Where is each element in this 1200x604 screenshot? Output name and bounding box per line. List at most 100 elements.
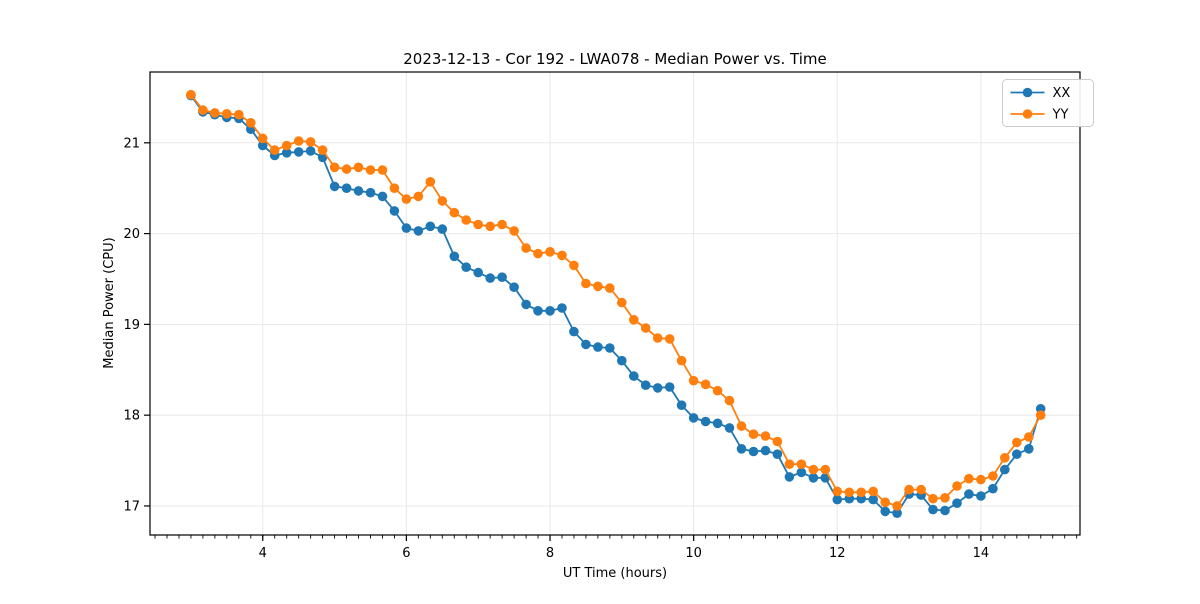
data-point-XX [605, 343, 615, 353]
data-point-XX [700, 416, 711, 427]
data-point-XX [688, 413, 699, 423]
data-point-XX [772, 449, 783, 460]
x-tick-label: 8 [546, 546, 554, 561]
data-point-YY [832, 486, 843, 497]
data-point-YY [521, 243, 531, 253]
data-point-YY [676, 355, 687, 366]
data-point-XX [952, 498, 962, 509]
data-point-YY [772, 436, 783, 447]
x-tick-label: 4 [259, 546, 267, 561]
legend-label-XX: XX [1053, 86, 1071, 101]
data-point-YY [533, 248, 543, 259]
data-point-YY [269, 145, 280, 155]
data-point-YY [796, 459, 807, 470]
y-tick-label: 21 [123, 136, 140, 151]
axis-tick-labels: 4 6 8 10 12 14 17 18 19 20 21 [123, 136, 989, 561]
data-point-XX [425, 221, 436, 232]
data-point-YY [449, 207, 460, 218]
data-point-YY [712, 385, 723, 396]
data-point-YY [509, 226, 519, 236]
grid [150, 72, 1080, 535]
data-point-YY [964, 473, 974, 484]
data-point-XX [389, 206, 400, 216]
data-point-YY [904, 484, 914, 495]
data-point-XX [449, 251, 460, 262]
data-point-XX [329, 181, 340, 192]
x-tick-label: 6 [402, 546, 410, 561]
data-point-YY [820, 464, 831, 475]
data-point-XX [988, 483, 998, 494]
data-point-XX [557, 303, 567, 313]
legend: XX YY [1002, 79, 1094, 127]
data-point-YY [940, 493, 950, 503]
plot-border [149, 71, 1081, 536]
data-point-YY [497, 219, 507, 230]
data-point-YY [545, 247, 555, 257]
data-point-XX [461, 262, 472, 273]
data-point-YY [1012, 437, 1022, 448]
data-point-YY [341, 164, 352, 174]
data-point-YY [844, 487, 855, 498]
data-point-YY [581, 278, 591, 289]
data-point-YY [461, 215, 472, 225]
legend-box [1002, 79, 1094, 127]
data-point-YY [246, 118, 256, 128]
data-point-YY [317, 145, 328, 155]
data-point-XX [976, 491, 986, 501]
data-point-YY [425, 177, 436, 187]
data-point-XX [593, 342, 603, 352]
data-point-YY [880, 497, 890, 508]
y-axis-label: Median Power (CPU) [102, 237, 117, 368]
data-point-YY [257, 133, 268, 144]
data-point-YY [305, 137, 316, 147]
data-point-YY [473, 219, 484, 230]
y-tick-label: 20 [123, 227, 140, 242]
data-point-XX [784, 472, 795, 482]
legend-marker-XX [1022, 87, 1033, 98]
data-point-YY [557, 250, 567, 261]
data-point-YY [413, 191, 424, 202]
data-point-XX [1024, 444, 1034, 454]
data-point-XX [473, 267, 484, 278]
data-point-YY [928, 493, 938, 504]
data-point-YY [629, 315, 639, 325]
data-point-XX [640, 380, 651, 391]
series-YY-markers [186, 89, 1046, 511]
data-point-XX [808, 473, 819, 483]
data-point-XX [629, 371, 639, 381]
data-point-YY [892, 501, 902, 511]
legend-label-YY: YY [1052, 108, 1069, 123]
data-point-YY [952, 481, 962, 491]
x-tick-label: 10 [685, 546, 702, 561]
data-point-XX [868, 494, 878, 505]
data-point-YY [485, 221, 496, 232]
data-point-XX [437, 224, 448, 234]
x-axis-label: UT Time (hours) [563, 566, 667, 581]
axis-ticks [144, 142, 1078, 541]
x-tick-label: 14 [973, 546, 990, 561]
data-point-XX [545, 306, 555, 316]
data-point-YY [353, 162, 364, 173]
data-point-XX [664, 382, 675, 392]
data-point-YY [988, 471, 998, 481]
data-point-YY [329, 162, 340, 173]
data-point-YY [198, 105, 208, 115]
data-point-XX [617, 355, 627, 366]
data-point-XX [832, 494, 843, 505]
data-point-XX [940, 505, 950, 516]
x-tick-label: 12 [829, 546, 846, 561]
data-point-XX [736, 444, 747, 454]
data-point-YY [784, 459, 795, 470]
data-point-XX [353, 186, 364, 196]
data-point-YY [401, 194, 412, 204]
data-point-XX [497, 272, 507, 283]
data-point-YY [688, 375, 699, 386]
data-point-YY [569, 260, 579, 271]
data-point-YY [652, 333, 663, 343]
data-point-XX [892, 508, 902, 518]
data-point-XX [365, 187, 376, 198]
data-point-XX [652, 383, 663, 393]
series-lines [186, 89, 1046, 518]
data-point-XX [880, 506, 890, 517]
